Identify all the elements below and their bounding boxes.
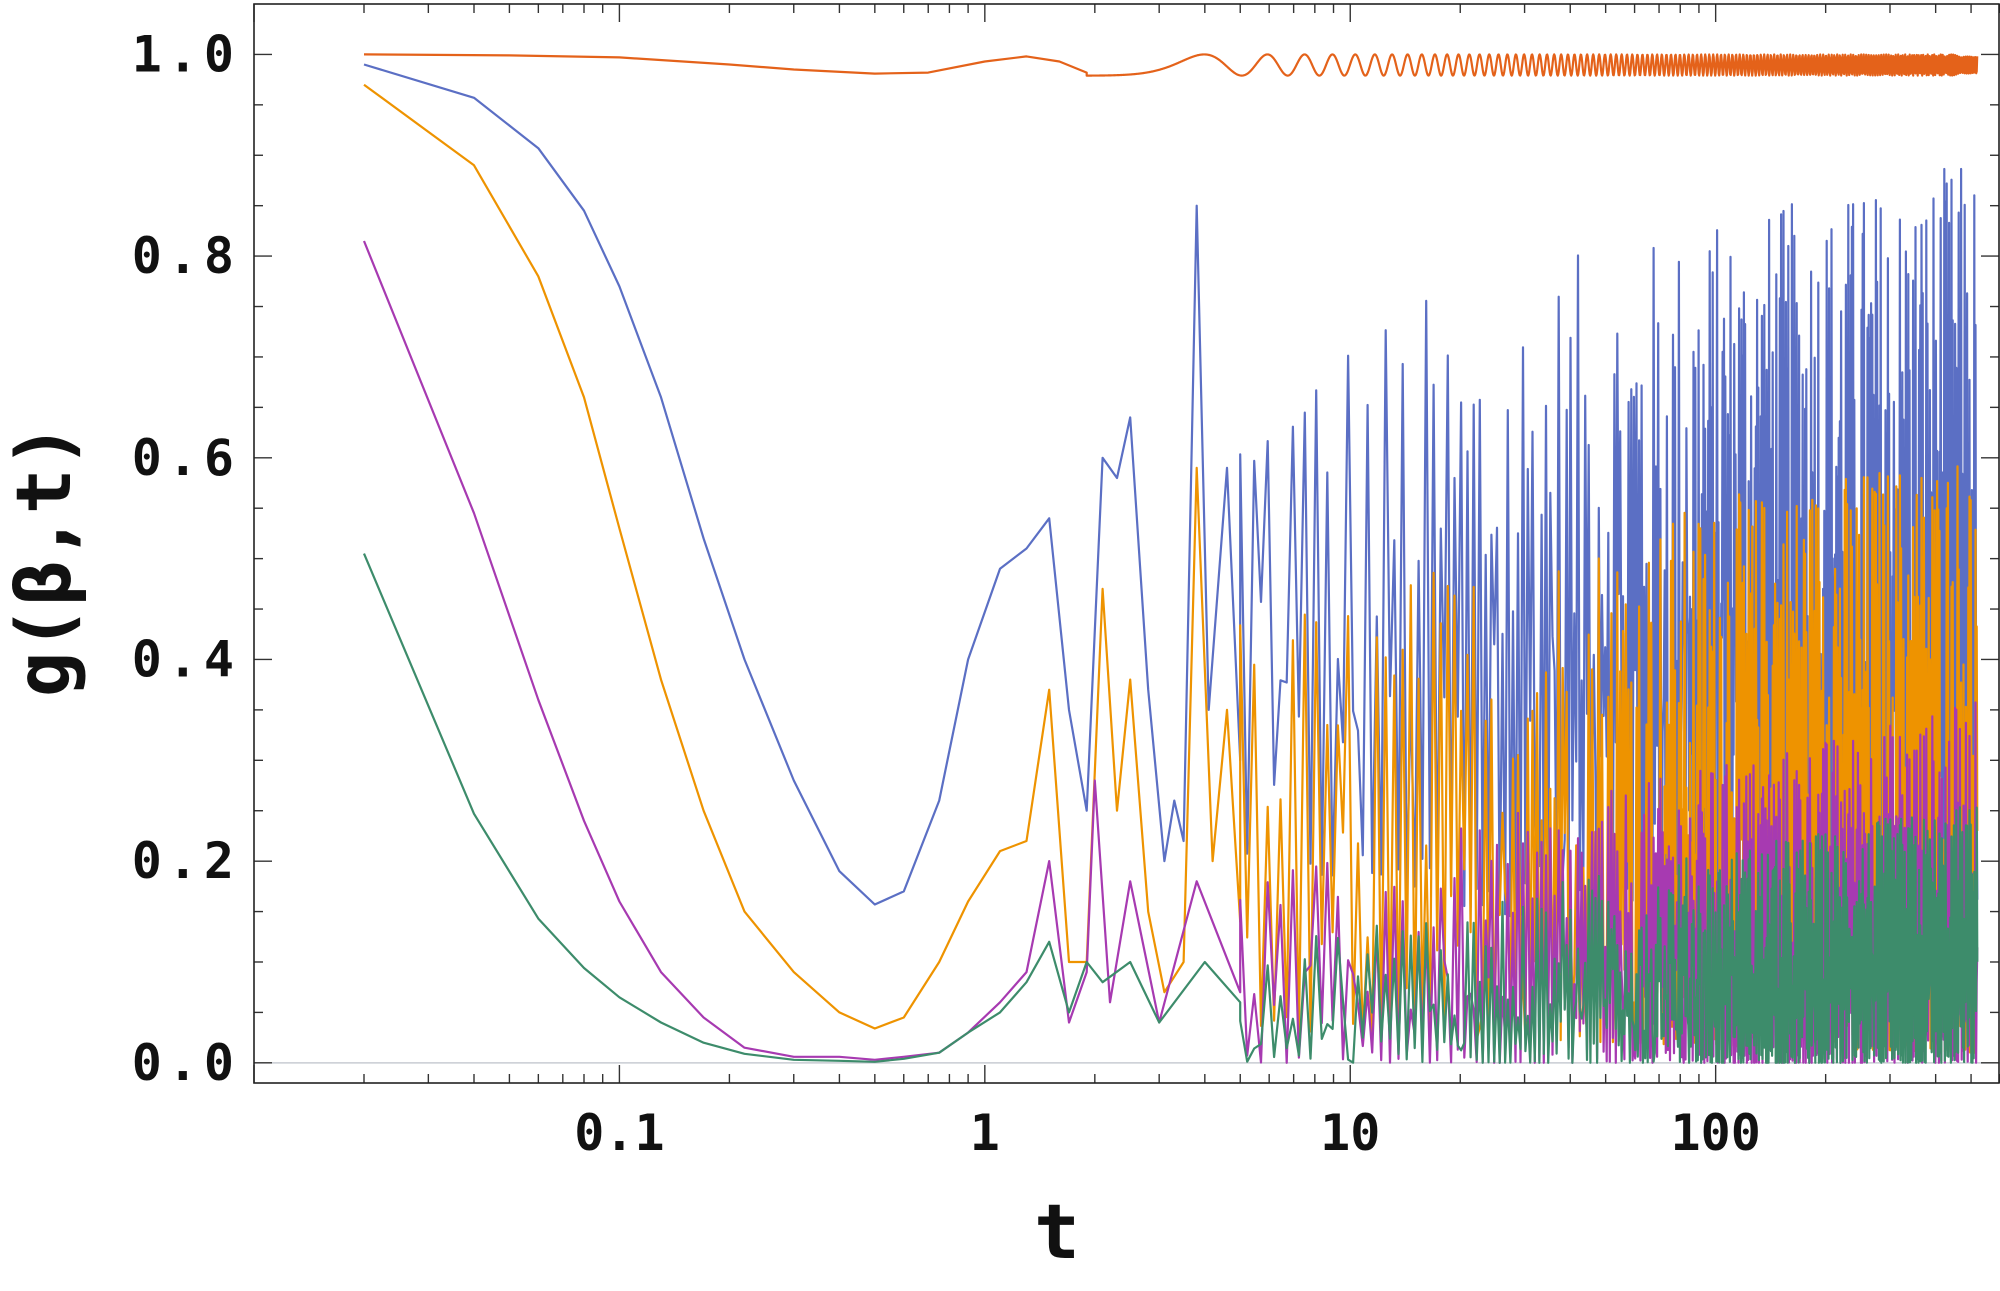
y-tick-label: 0.8 — [132, 227, 240, 285]
y-tick-label: 1.0 — [132, 25, 240, 83]
series-orange-red — [363, 53, 1979, 77]
x-tick-label: 1 — [970, 1104, 1000, 1162]
x-axis-title: t — [1034, 1187, 1080, 1276]
series-green — [362, 553, 1979, 1064]
x-tick-label: 0.1 — [574, 1104, 664, 1162]
series-layer — [362, 53, 1979, 1064]
x-tick-label: 10 — [1320, 1104, 1380, 1162]
y-tick-label: 0.0 — [132, 1034, 240, 1092]
plot-frame — [253, 3, 2000, 1084]
tick-labels: 0.1 1 10 100 0.0 0.2 0.4 0.6 0.8 1.0 — [132, 25, 1761, 1162]
x-tick-label: 100 — [1670, 1104, 1760, 1162]
y-tick-label: 0.2 — [132, 832, 240, 890]
y-tick-label: 0.4 — [132, 630, 240, 688]
y-tick-label: 0.6 — [132, 429, 240, 487]
y-axis-title: g(β,t) — [0, 423, 88, 698]
